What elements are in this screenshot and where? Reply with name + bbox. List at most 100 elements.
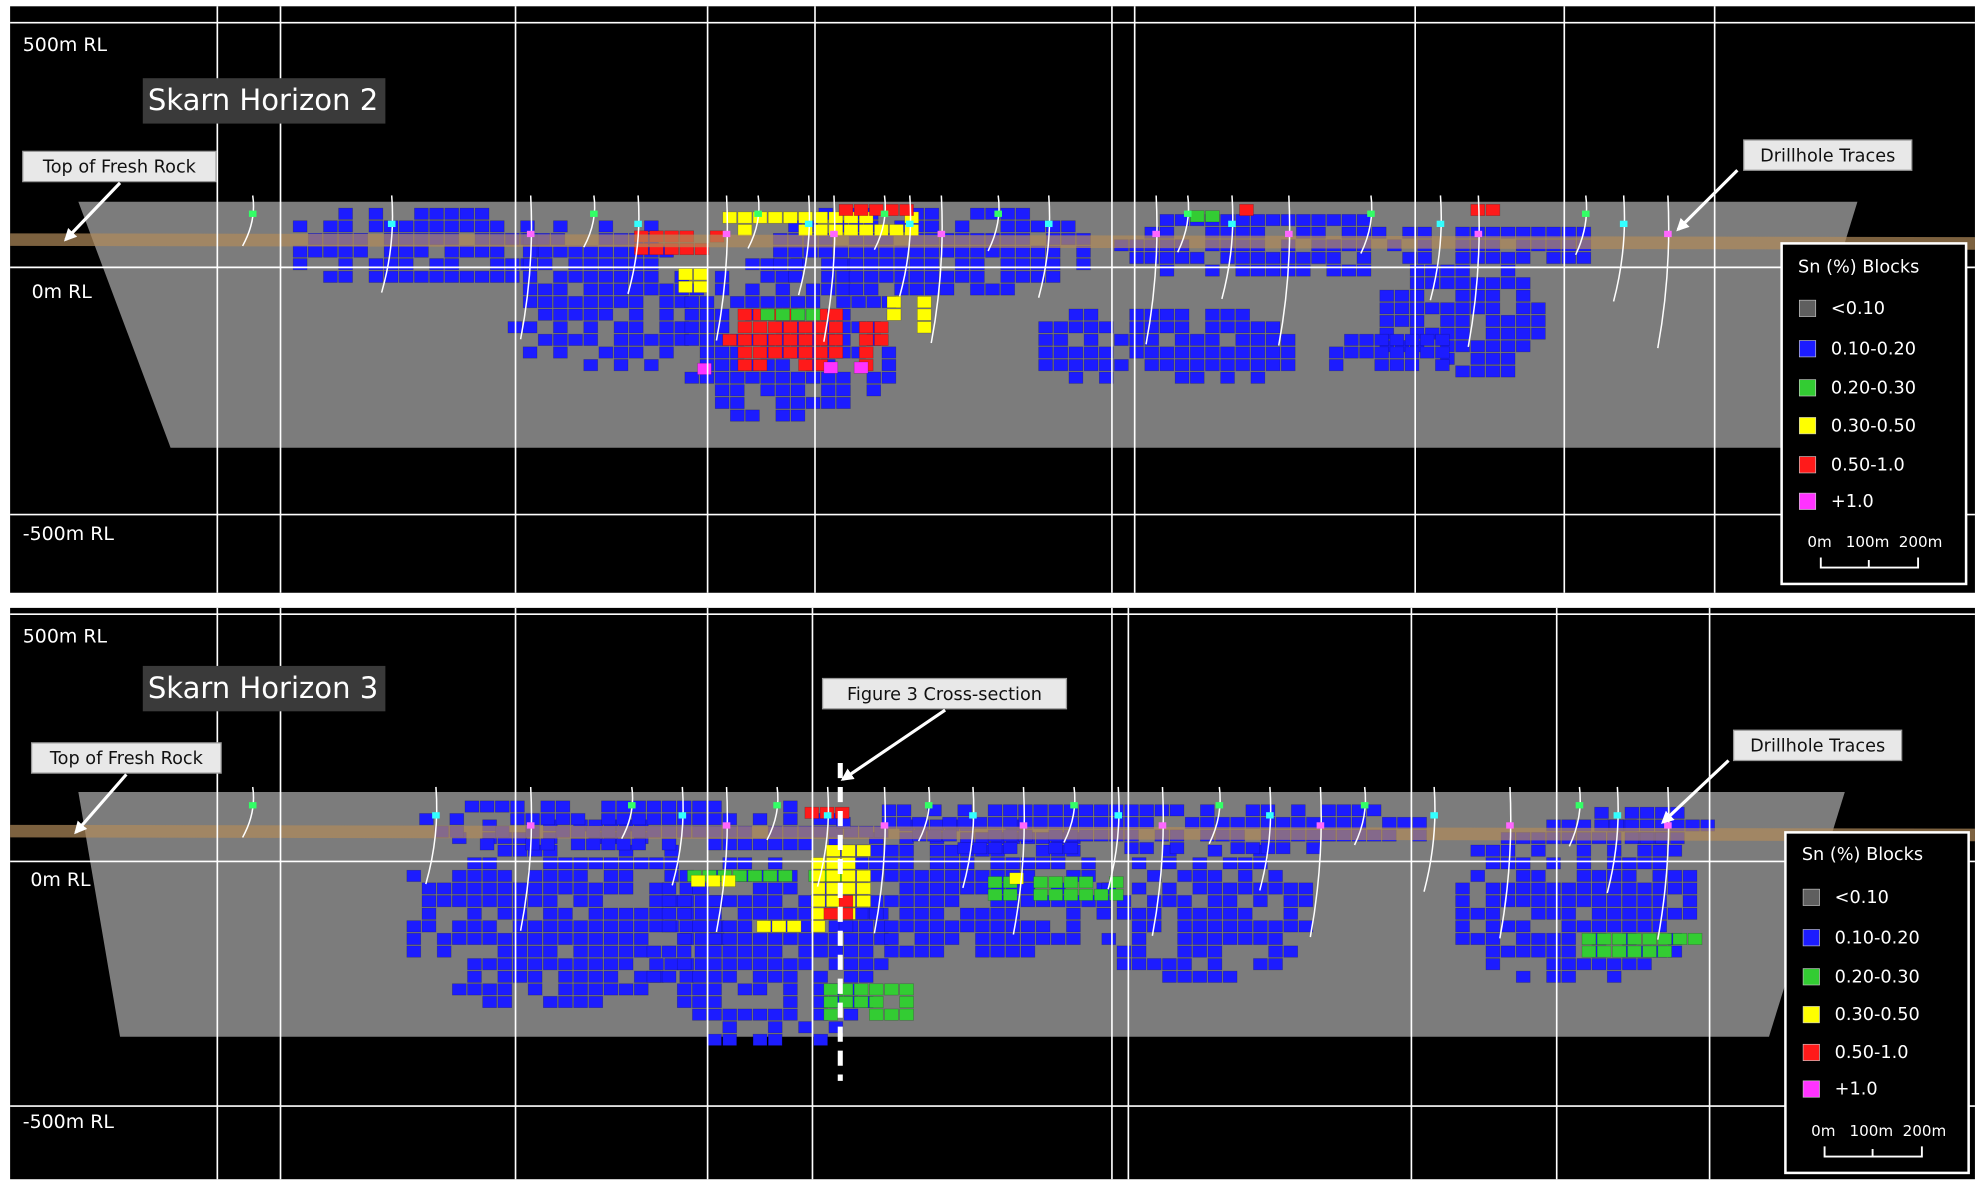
grade-block <box>1298 882 1314 895</box>
drillhole-trace <box>1353 786 1367 846</box>
grade-block <box>1637 958 1652 971</box>
grade-block <box>601 813 616 826</box>
grade-block <box>1344 333 1359 346</box>
grade-block <box>1220 251 1235 264</box>
grade-block <box>745 409 760 422</box>
drillhole-trace <box>1221 195 1234 300</box>
drillhole-marker <box>773 802 781 809</box>
grade-block <box>1531 869 1546 882</box>
grade-block <box>684 296 700 309</box>
drillhole-trace <box>1423 786 1436 892</box>
grade-block <box>899 945 914 958</box>
grade-block <box>398 258 414 271</box>
grade-block <box>1341 264 1357 277</box>
grade-block <box>1409 264 1425 277</box>
grade-block <box>1038 346 1053 359</box>
grade-block <box>489 270 505 283</box>
grade-block <box>497 869 513 882</box>
grade-block <box>588 857 604 870</box>
grade-block <box>944 844 960 857</box>
grade-block <box>798 932 813 945</box>
grade-block <box>1114 333 1129 346</box>
grade-block <box>1260 816 1276 829</box>
grade-block <box>1622 895 1637 908</box>
grade-block <box>737 857 753 870</box>
grade-block <box>1291 804 1306 817</box>
grade-block <box>1455 340 1470 353</box>
grade-block <box>583 359 598 372</box>
grade-block <box>848 270 864 283</box>
grade-block <box>1419 346 1435 359</box>
grade-block <box>1321 804 1336 817</box>
drillhole-trace <box>1259 786 1272 891</box>
grade-block <box>836 384 851 397</box>
grade-block <box>558 983 573 996</box>
grade-block <box>568 308 583 321</box>
grade-block <box>1328 346 1344 359</box>
grade-block <box>730 396 745 409</box>
grade-block <box>1546 895 1561 908</box>
grade-block <box>869 857 884 870</box>
grade-block <box>1235 346 1250 359</box>
grade-block <box>737 983 753 996</box>
grade-block <box>1048 888 1063 901</box>
grade-block <box>1672 932 1688 945</box>
grade-block <box>841 869 856 882</box>
grade-block <box>752 970 768 983</box>
grade-block <box>1129 321 1144 334</box>
grade-block <box>767 958 783 971</box>
grade-block <box>1020 932 1036 945</box>
grade-block <box>464 800 480 813</box>
grade-block <box>1144 251 1160 264</box>
grade-block <box>649 958 664 971</box>
grade-block <box>1455 251 1470 264</box>
grade-block <box>1280 359 1296 372</box>
callout-label: Top of Fresh Rock <box>42 158 197 178</box>
drillhole-marker <box>1285 230 1293 238</box>
grade-block <box>1177 970 1192 983</box>
drillhole-trace <box>1499 786 1512 939</box>
grade-block <box>954 270 970 283</box>
grade-block <box>618 958 634 971</box>
grade-block <box>676 996 692 1009</box>
grade-block <box>737 308 753 321</box>
drillhole-marker <box>880 822 889 829</box>
grade-block <box>527 882 543 895</box>
grade-block <box>479 838 495 851</box>
grade-block <box>929 844 945 857</box>
grade-block <box>659 308 674 321</box>
grade-block <box>558 996 573 1009</box>
grade-block <box>866 371 882 384</box>
grade-block <box>522 296 538 309</box>
grade-block <box>537 308 553 321</box>
grade-block <box>1159 346 1175 359</box>
grade-block <box>1205 321 1220 334</box>
drillhole-marker <box>526 230 535 238</box>
grade-block <box>1409 314 1425 327</box>
grade-block <box>972 842 988 855</box>
grade-block <box>1328 359 1344 372</box>
grade-block <box>540 838 556 851</box>
grade-block <box>1230 842 1245 855</box>
grade-block <box>1596 932 1612 945</box>
grade-block <box>1515 945 1531 958</box>
grade-block <box>613 359 629 372</box>
grade-block <box>737 211 753 224</box>
grade-block <box>1250 346 1266 359</box>
grade-block <box>1235 308 1250 321</box>
grade-block <box>444 220 459 233</box>
grade-block <box>1291 816 1306 829</box>
grade-block <box>1326 251 1341 264</box>
grade-block <box>1129 251 1144 264</box>
grade-block <box>1455 289 1470 302</box>
grade-block <box>914 869 930 882</box>
grade-block <box>1500 857 1516 870</box>
grade-block <box>856 895 871 908</box>
grade-block <box>843 945 859 958</box>
grade-block <box>482 996 497 1009</box>
grade-block <box>676 932 692 945</box>
grade-block <box>874 321 889 334</box>
grade-block <box>899 907 914 920</box>
grade-block <box>664 857 679 870</box>
drillhole-marker <box>722 230 731 238</box>
